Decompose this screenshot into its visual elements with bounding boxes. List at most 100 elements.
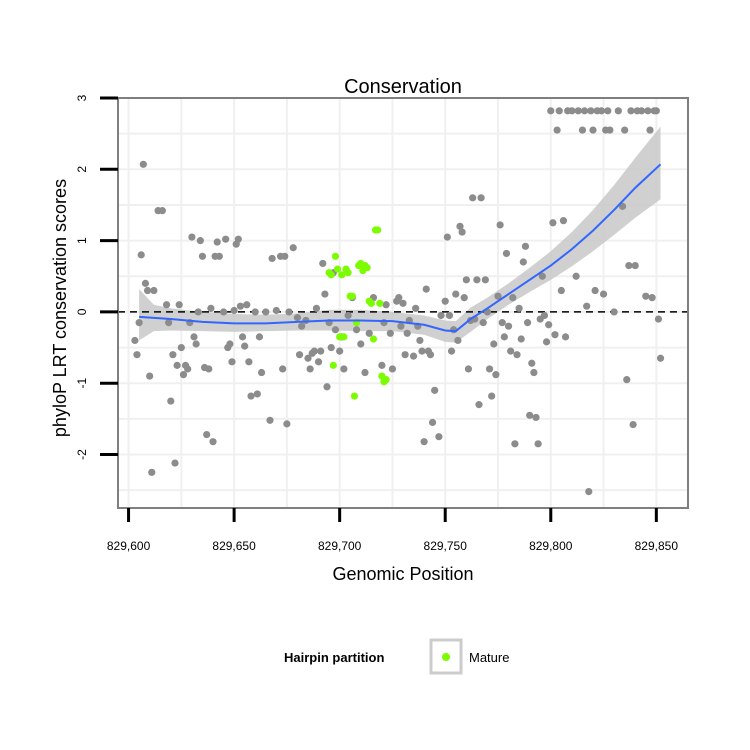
point-other bbox=[266, 416, 274, 424]
plot-area bbox=[117, 97, 689, 509]
point-other bbox=[236, 302, 245, 310]
point-mature bbox=[367, 299, 375, 307]
point-other bbox=[141, 279, 150, 287]
point-other bbox=[171, 459, 179, 467]
point-other bbox=[604, 107, 612, 115]
point-other bbox=[222, 235, 230, 243]
point-other bbox=[614, 107, 622, 115]
point-other bbox=[175, 301, 183, 309]
point-other bbox=[591, 286, 599, 295]
point-other bbox=[460, 294, 468, 302]
point-other bbox=[551, 331, 559, 339]
point-other bbox=[184, 365, 192, 373]
x-tick-label: 829,600 bbox=[107, 539, 151, 553]
point-other bbox=[618, 202, 627, 210]
point-other bbox=[331, 326, 340, 334]
point-other bbox=[656, 354, 665, 362]
point-other bbox=[209, 438, 217, 446]
x-tick-label: 829,700 bbox=[318, 539, 362, 553]
point-other bbox=[289, 244, 297, 252]
point-other bbox=[219, 308, 228, 316]
point-other bbox=[198, 252, 207, 260]
point-other bbox=[462, 276, 470, 284]
point-other bbox=[431, 386, 439, 394]
point-other bbox=[194, 308, 202, 316]
point-other bbox=[654, 315, 663, 323]
y-axis-label: phyloP LRT conservation scores bbox=[50, 179, 70, 437]
point-other bbox=[513, 351, 521, 359]
x-tick-label: 829,750 bbox=[424, 539, 468, 553]
point-other bbox=[257, 368, 266, 377]
point-other bbox=[226, 340, 234, 348]
point-other bbox=[234, 235, 242, 243]
point-other bbox=[131, 336, 139, 345]
point-other bbox=[173, 361, 181, 369]
point-other bbox=[139, 160, 147, 168]
point-other bbox=[148, 468, 156, 476]
point-other bbox=[304, 354, 312, 362]
point-other bbox=[228, 358, 236, 366]
x-axis: 829,600 829,650 829,700 829,750 829,800 829,8… bbox=[107, 508, 678, 553]
point-other bbox=[412, 304, 420, 312]
point-other bbox=[507, 347, 515, 355]
point-mature bbox=[329, 361, 337, 369]
point-other bbox=[409, 352, 418, 360]
point-other bbox=[469, 194, 477, 202]
point-other bbox=[207, 304, 215, 312]
legend-title: Hairpin partition bbox=[284, 650, 384, 665]
point-other bbox=[631, 261, 639, 270]
point-other bbox=[521, 242, 530, 250]
point-other bbox=[245, 358, 253, 366]
point-other bbox=[578, 126, 587, 134]
legend-key-mature bbox=[442, 653, 450, 661]
point-other bbox=[585, 488, 593, 496]
point-other bbox=[146, 372, 154, 380]
point-other bbox=[319, 259, 327, 268]
point-other bbox=[133, 351, 141, 359]
point-other bbox=[196, 237, 204, 245]
point-mature bbox=[340, 333, 348, 341]
point-mature bbox=[382, 376, 390, 384]
point-other bbox=[395, 294, 403, 302]
point-other bbox=[205, 365, 213, 373]
point-other bbox=[238, 333, 247, 341]
point-other bbox=[621, 126, 629, 134]
chart-title: Conservation bbox=[344, 76, 462, 98]
point-other bbox=[365, 329, 373, 337]
point-other bbox=[646, 126, 654, 134]
point-other bbox=[327, 343, 335, 352]
point-other bbox=[526, 411, 534, 419]
point-other bbox=[479, 319, 487, 327]
panel-border bbox=[117, 97, 689, 509]
x-tick-label: 829,800 bbox=[529, 539, 573, 553]
confidence-ribbon bbox=[139, 126, 661, 343]
point-mature bbox=[363, 264, 371, 272]
point-other bbox=[534, 440, 542, 448]
point-other bbox=[568, 107, 576, 115]
point-other bbox=[538, 272, 546, 280]
point-other bbox=[549, 219, 557, 227]
legend-label-mature: Mature bbox=[469, 650, 509, 665]
point-other bbox=[511, 440, 519, 448]
point-other bbox=[435, 433, 443, 441]
point-other bbox=[488, 392, 496, 400]
x-axis-label: Genomic Position bbox=[332, 564, 473, 584]
point-other bbox=[441, 297, 449, 305]
point-other bbox=[515, 304, 523, 312]
point-other bbox=[272, 306, 280, 315]
point-other bbox=[190, 333, 198, 341]
point-other bbox=[352, 326, 361, 334]
point-mature bbox=[369, 335, 378, 343]
point-other bbox=[306, 365, 314, 373]
point-other bbox=[498, 319, 506, 327]
y-tick-label: -1 bbox=[75, 378, 89, 389]
point-other bbox=[361, 368, 369, 377]
point-other bbox=[454, 336, 462, 345]
point-other bbox=[447, 347, 456, 355]
point-other bbox=[213, 238, 221, 246]
point-other bbox=[494, 292, 502, 300]
point-mature bbox=[348, 292, 356, 300]
confidence-ribbon-group bbox=[139, 126, 661, 343]
point-other bbox=[344, 311, 352, 320]
point-other bbox=[285, 308, 293, 316]
